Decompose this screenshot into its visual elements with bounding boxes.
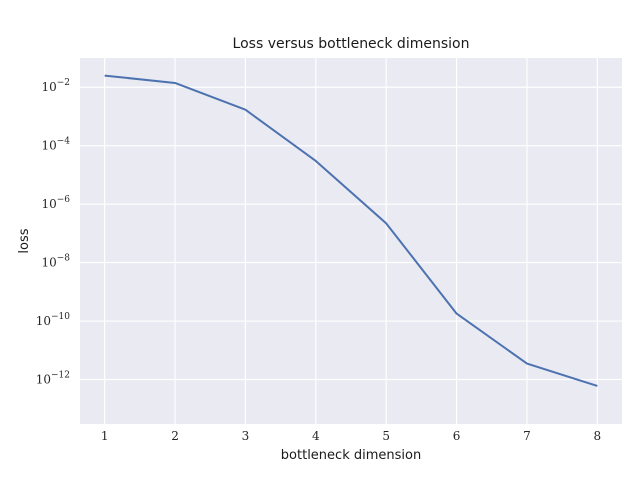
- y-axis-label: loss: [17, 228, 32, 253]
- series-line-1: [104, 74, 598, 387]
- series-layer: [104, 74, 598, 387]
- x-tick-label: 8: [594, 429, 602, 443]
- y-tick-label: 10−6: [41, 195, 70, 211]
- plot-area: [80, 58, 622, 424]
- chart-title: Loss versus bottleneck dimension: [233, 36, 470, 52]
- y-tick-label: 10−4: [41, 137, 70, 153]
- x-tick-label: 2: [171, 429, 179, 443]
- x-tick-label: 4: [312, 429, 320, 443]
- y-tick-label: 10−12: [36, 370, 70, 386]
- x-tick-label: 6: [453, 429, 461, 443]
- x-tick-label: 5: [382, 429, 390, 443]
- x-axis-label: bottleneck dimension: [281, 448, 421, 463]
- x-tick-label: 3: [242, 429, 250, 443]
- x-tick-label: 7: [523, 429, 531, 443]
- y-tick-label: 10−2: [41, 78, 70, 94]
- grid-lines: [80, 58, 622, 424]
- x-tick-labels: 1 2 3 4 5 6 7 8: [101, 429, 601, 443]
- x-tick-label: 1: [101, 429, 109, 443]
- y-tick-label: 10−8: [41, 254, 70, 270]
- y-tick-label: 10−10: [36, 312, 71, 328]
- y-tick-labels: 10−12 10−10 10−8 10−6 10−4 10−2: [36, 78, 71, 386]
